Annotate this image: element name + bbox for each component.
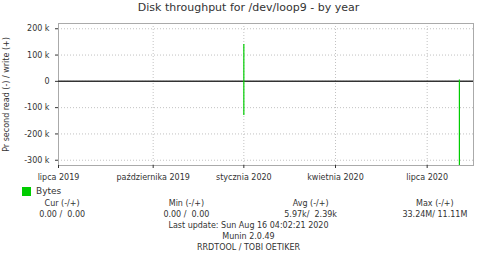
html-text:5.97k/ 2.39k: 5.97k/ 2.39k — [284, 210, 337, 219]
svg-text:lipca 2020: lipca 2020 — [406, 173, 448, 182]
html-text:33.24M/ 11.11M: 33.24M/ 11.11M — [402, 210, 468, 219]
svg-text:-100 k: -100 k — [24, 103, 50, 112]
svg-text:0: 0 — [44, 77, 49, 86]
svg-text:lipca 2019: lipca 2019 — [38, 173, 80, 182]
html-text:Last update: Sun Aug 16 04:02:: Last update: Sun Aug 16 04:02:21 2020 — [168, 221, 329, 230]
html-text:Max (-/+): Max (-/+) — [416, 199, 454, 208]
svg-text:kwietnia 2020: kwietnia 2020 — [307, 173, 364, 182]
html-text:Cur (-/+): Cur (-/+) — [44, 199, 80, 208]
svg-text:-200 k: -200 k — [24, 130, 50, 139]
svg-text:200 k: 200 k — [27, 24, 50, 33]
html-text:Min (-/+): Min (-/+) — [168, 199, 204, 208]
html-text:Bytes: Bytes — [36, 186, 62, 196]
html-text:0.00 / 0.00: 0.00 / 0.00 — [39, 210, 86, 219]
svg-text:października 2019: października 2019 — [117, 173, 190, 182]
svg-text:stycznia 2020: stycznia 2020 — [216, 173, 272, 182]
svg-text:-300 k: -300 k — [24, 156, 50, 165]
svg-text:Pr second read (-) / write (+): Pr second read (-) / write (+) — [2, 37, 11, 152]
svg-text:100 k: 100 k — [27, 51, 50, 60]
html-text:Avg (-/+): Avg (-/+) — [292, 199, 329, 208]
html-text:Disk throughput for /dev/loop9: Disk throughput for /dev/loop9 - by year — [137, 1, 360, 14]
html-text:0.00 / 0.00: 0.00 / 0.00 — [163, 210, 210, 219]
html-text:RRDTOOL / TOBI OETIKER: RRDTOOL / TOBI OETIKER — [197, 243, 300, 252]
html-text:Munin 2.0.49: Munin 2.0.49 — [222, 232, 275, 241]
